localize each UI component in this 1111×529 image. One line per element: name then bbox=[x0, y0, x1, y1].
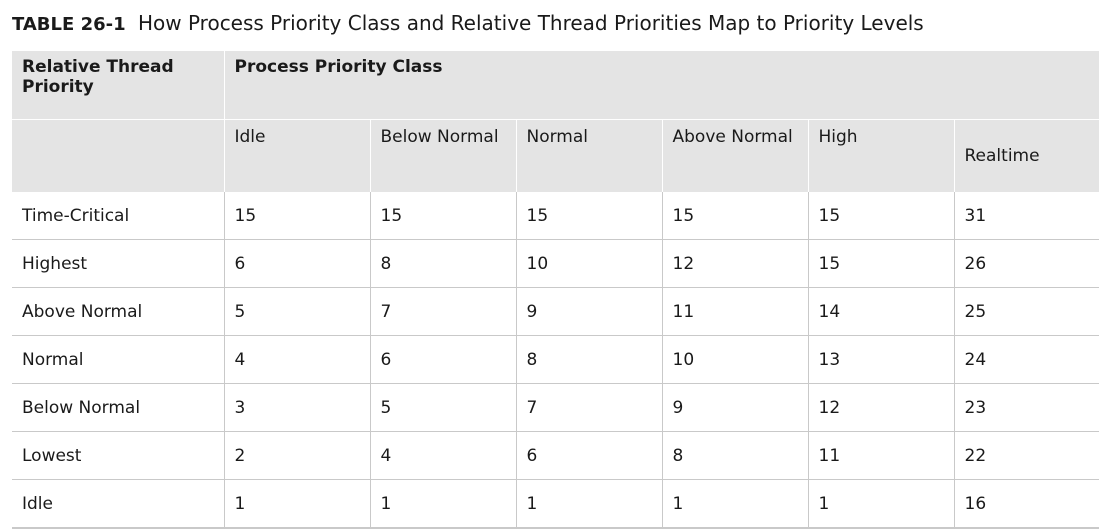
row-label: Above Normal bbox=[12, 287, 224, 336]
table-cell: 4 bbox=[223, 335, 370, 384]
table-title: How Process Priority Class and Relative … bbox=[137, 11, 924, 35]
table-row: Idle 1 1 1 1 1 16 bbox=[12, 479, 1100, 529]
table-cell: 2 bbox=[223, 431, 370, 480]
table-cell: 6 bbox=[223, 239, 370, 288]
column-header: Realtime bbox=[953, 119, 1100, 192]
table-cell: 10 bbox=[515, 239, 662, 288]
column-header: Normal bbox=[515, 119, 662, 192]
table-cell: 8 bbox=[515, 335, 662, 384]
table-cell: 7 bbox=[369, 287, 516, 336]
table-cell: 5 bbox=[369, 383, 516, 432]
row-label: Highest bbox=[12, 239, 224, 288]
table-cell: 15 bbox=[515, 192, 662, 240]
group-header: Process Priority Class bbox=[224, 51, 1100, 120]
table-cell: 24 bbox=[953, 335, 1100, 384]
corner-header: Relative Thread Priority bbox=[12, 51, 225, 120]
column-header: High bbox=[807, 119, 954, 192]
table-cell: 10 bbox=[661, 335, 808, 384]
column-header: Idle bbox=[223, 119, 370, 192]
table-cell: 4 bbox=[369, 431, 516, 480]
table-cell: 1 bbox=[369, 479, 516, 529]
table-cell: 15 bbox=[223, 192, 370, 240]
table-cell: 1 bbox=[515, 479, 662, 529]
column-header: Above Normal bbox=[661, 119, 808, 192]
table-cell: 16 bbox=[953, 479, 1100, 529]
table-cell: 12 bbox=[661, 239, 808, 288]
table-row: Above Normal 5 7 9 11 14 25 bbox=[12, 287, 1100, 336]
row-label: Time-Critical bbox=[12, 192, 224, 240]
table-cell: 13 bbox=[807, 335, 954, 384]
table-cell: 15 bbox=[807, 239, 954, 288]
table-cell: 31 bbox=[953, 192, 1100, 240]
table-cell: 5 bbox=[223, 287, 370, 336]
table-cell: 1 bbox=[807, 479, 954, 529]
table-cell: 15 bbox=[661, 192, 808, 240]
table-row: Normal 4 6 8 10 13 24 bbox=[12, 335, 1100, 384]
table-cell: 12 bbox=[807, 383, 954, 432]
table-cell: 6 bbox=[369, 335, 516, 384]
table-cell: 3 bbox=[223, 383, 370, 432]
row-label: Below Normal bbox=[12, 383, 224, 432]
table-row: Below Normal 3 5 7 9 12 23 bbox=[12, 383, 1100, 432]
table-cell: 8 bbox=[369, 239, 516, 288]
table-number: TABLE 26-1 bbox=[12, 14, 126, 35]
row-label: Idle bbox=[12, 479, 224, 529]
table-cell: 15 bbox=[807, 192, 954, 240]
table-cell: 1 bbox=[223, 479, 370, 529]
table-cell: 1 bbox=[661, 479, 808, 529]
table-row: Highest 6 8 10 12 15 26 bbox=[12, 239, 1100, 288]
priority-map-table: Relative Thread Priority Process Priorit… bbox=[12, 51, 1100, 529]
table-cell: 7 bbox=[515, 383, 662, 432]
table-cell: 8 bbox=[661, 431, 808, 480]
corner-header-blank bbox=[12, 119, 224, 192]
table-row: Time-Critical 15 15 15 15 15 31 bbox=[12, 192, 1100, 240]
table-cell: 26 bbox=[953, 239, 1100, 288]
table-row: Lowest 2 4 6 8 11 22 bbox=[12, 431, 1100, 480]
table-cell: 15 bbox=[369, 192, 516, 240]
table-cell: 11 bbox=[661, 287, 808, 336]
table-cell: 23 bbox=[953, 383, 1100, 432]
table-cell: 9 bbox=[661, 383, 808, 432]
row-label: Lowest bbox=[12, 431, 224, 480]
table-cell: 6 bbox=[515, 431, 662, 480]
table-caption: TABLE 26-1 How Process Priority Class an… bbox=[12, 8, 924, 40]
table-cell: 22 bbox=[953, 431, 1100, 480]
table-cell: 11 bbox=[807, 431, 954, 480]
header-row-group: Relative Thread Priority Process Priorit… bbox=[12, 51, 1100, 120]
header-row-columns: Idle Below Normal Normal Above Normal Hi… bbox=[12, 119, 1100, 192]
table-cell: 9 bbox=[515, 287, 662, 336]
table-cell: 25 bbox=[953, 287, 1100, 336]
row-label: Normal bbox=[12, 335, 224, 384]
column-header: Below Normal bbox=[369, 119, 516, 192]
table-cell: 14 bbox=[807, 287, 954, 336]
